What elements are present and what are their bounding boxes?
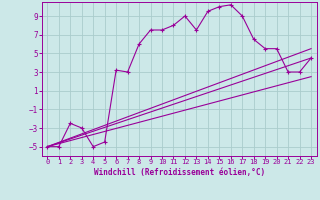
X-axis label: Windchill (Refroidissement éolien,°C): Windchill (Refroidissement éolien,°C): [94, 168, 265, 177]
